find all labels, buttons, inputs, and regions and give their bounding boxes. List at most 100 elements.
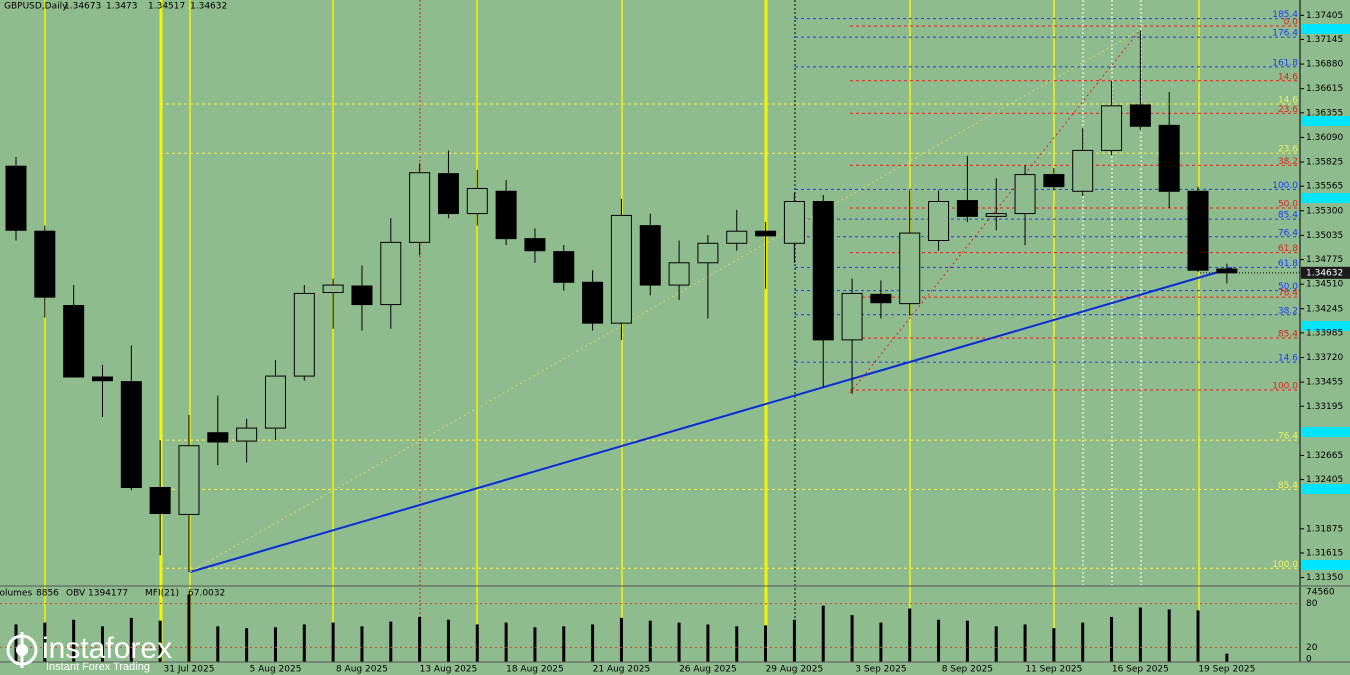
candle-body bbox=[639, 225, 661, 286]
candle-body bbox=[1072, 149, 1094, 192]
candle-body bbox=[1158, 124, 1180, 192]
candle-body bbox=[437, 173, 459, 215]
fib-label: 176.4 bbox=[1272, 29, 1298, 39]
y-tick-label: 1.31350 bbox=[1306, 573, 1343, 583]
y-tick-label: 1.36615 bbox=[1306, 84, 1343, 94]
fib-label: 61.8 bbox=[1278, 259, 1298, 269]
y-tick-label: 1.31615 bbox=[1306, 548, 1343, 558]
candle-body bbox=[91, 376, 113, 382]
y-tick-label: 1.33985 bbox=[1306, 328, 1343, 338]
candle-body bbox=[1043, 174, 1065, 188]
x-tick-label: 8 Aug 2025 bbox=[336, 665, 388, 675]
candle-body bbox=[812, 201, 834, 341]
candle-body bbox=[524, 238, 546, 252]
indicator-value: 1394177 bbox=[88, 589, 128, 599]
candle-body bbox=[34, 230, 56, 298]
fib-label: 23.6 bbox=[1278, 145, 1298, 155]
candle-body bbox=[207, 432, 229, 443]
mfi-level-label: 20 bbox=[1306, 643, 1318, 653]
trend-line bbox=[189, 267, 1233, 573]
candle-body bbox=[5, 165, 27, 231]
session-lines bbox=[44, 0, 1200, 662]
y-tick-label: 1.35300 bbox=[1306, 206, 1343, 216]
fib-label: 76.4 bbox=[1278, 432, 1298, 442]
x-tick-label: 16 Sep 2025 bbox=[1112, 665, 1169, 675]
fib-label: 161.8 bbox=[1272, 58, 1298, 68]
y-tick-label: 1.33720 bbox=[1306, 353, 1343, 363]
indicator-value: 67.0032 bbox=[188, 589, 225, 599]
fib-label: 50.0 bbox=[1278, 282, 1298, 292]
fib-label: 85.4 bbox=[1278, 211, 1298, 221]
candle-body bbox=[841, 292, 863, 341]
indicator-name: MFI(21) bbox=[145, 589, 179, 599]
fib-label: 14.6 bbox=[1278, 354, 1298, 364]
x-tick-label: 18 Aug 2025 bbox=[506, 665, 564, 675]
fib-label: 185.4 bbox=[1272, 10, 1298, 20]
x-tick-label: 5 Aug 2025 bbox=[250, 665, 302, 675]
candle-body bbox=[985, 213, 1007, 217]
header-high: 1.3473 bbox=[106, 2, 138, 12]
y-tick-label: 1.35035 bbox=[1306, 231, 1343, 241]
fib-label: 85.4 bbox=[1278, 481, 1298, 491]
header-close: 1.34632 bbox=[190, 2, 227, 12]
volume-name: Volumes bbox=[0, 589, 32, 599]
candle-body bbox=[236, 427, 258, 442]
candle-body bbox=[1187, 190, 1209, 271]
fib-label: 61.8 bbox=[1278, 244, 1298, 254]
y-tick-label: 1.32665 bbox=[1306, 451, 1343, 461]
volume-last: 8856 bbox=[36, 589, 59, 599]
indicator-name: OBV bbox=[66, 589, 86, 599]
candle-body bbox=[726, 230, 748, 244]
candle-body bbox=[697, 242, 719, 264]
y-tick-label: 1.34245 bbox=[1306, 304, 1343, 314]
fib-label: 100.0 bbox=[1272, 560, 1298, 570]
x-tick-label: 26 Aug 2025 bbox=[679, 665, 737, 675]
candle-body bbox=[63, 305, 85, 378]
fib-layer: 185.40.0176.4161.814.614.623.623.638.210… bbox=[160, 10, 1300, 570]
y-tick-label: 1.35825 bbox=[1306, 158, 1343, 168]
candle-body bbox=[178, 445, 200, 515]
candle-body bbox=[928, 201, 950, 241]
fan-line bbox=[189, 29, 1141, 573]
candle-body bbox=[1014, 174, 1036, 215]
candle-body bbox=[351, 285, 373, 306]
y-tick-label: 1.37145 bbox=[1306, 35, 1343, 45]
axis-layer: 1.37405 1.37145 1.36880 1.36615 1.36355 1.360… bbox=[0, 11, 1350, 675]
candle-body bbox=[322, 284, 344, 294]
candle-body bbox=[466, 188, 488, 215]
candle-body bbox=[899, 232, 921, 305]
y-tick-label: 1.36090 bbox=[1306, 133, 1343, 143]
volume-tick-label: 0 bbox=[1306, 655, 1312, 665]
fib-label: 14.6 bbox=[1278, 72, 1298, 82]
candle-body bbox=[1129, 104, 1151, 127]
y-tick-label: 1.31875 bbox=[1306, 524, 1343, 534]
y-tick-label: 1.32405 bbox=[1306, 475, 1343, 485]
last-price-box bbox=[1301, 266, 1350, 279]
fib-label: 38.2 bbox=[1278, 157, 1298, 167]
candle-body bbox=[755, 230, 777, 237]
fib-label: 76.4 bbox=[1278, 228, 1298, 238]
chart-title: GBPUSD,Daily bbox=[4, 2, 68, 12]
candle-body bbox=[495, 190, 517, 240]
y-tick-label: 1.34510 bbox=[1306, 280, 1343, 290]
x-tick-label: 13 Aug 2025 bbox=[420, 665, 478, 675]
candle-body bbox=[409, 172, 431, 243]
candle-body bbox=[1101, 105, 1123, 151]
y-tick-label: 1.33195 bbox=[1306, 402, 1343, 412]
x-tick-label: 21 Aug 2025 bbox=[593, 665, 651, 675]
y-tick-label: 1.35565 bbox=[1306, 182, 1343, 192]
fib-label: 23.6 bbox=[1278, 105, 1298, 115]
fib-label: 85.4 bbox=[1278, 330, 1298, 340]
candle-body bbox=[293, 292, 315, 377]
logo-tagline: Instant Forex Trading bbox=[46, 661, 150, 673]
y-tick-label: 1.36880 bbox=[1306, 60, 1343, 70]
fib-label: 100.0 bbox=[1272, 382, 1298, 392]
fib-label: 100.0 bbox=[1272, 181, 1298, 191]
mfi-level-label: 80 bbox=[1306, 599, 1318, 609]
y-tick-label: 1.33455 bbox=[1306, 378, 1343, 388]
candle-body bbox=[582, 281, 604, 324]
x-tick-label: 11 Sep 2025 bbox=[1025, 665, 1082, 675]
candle-body bbox=[264, 375, 286, 429]
candle-body bbox=[120, 381, 142, 488]
